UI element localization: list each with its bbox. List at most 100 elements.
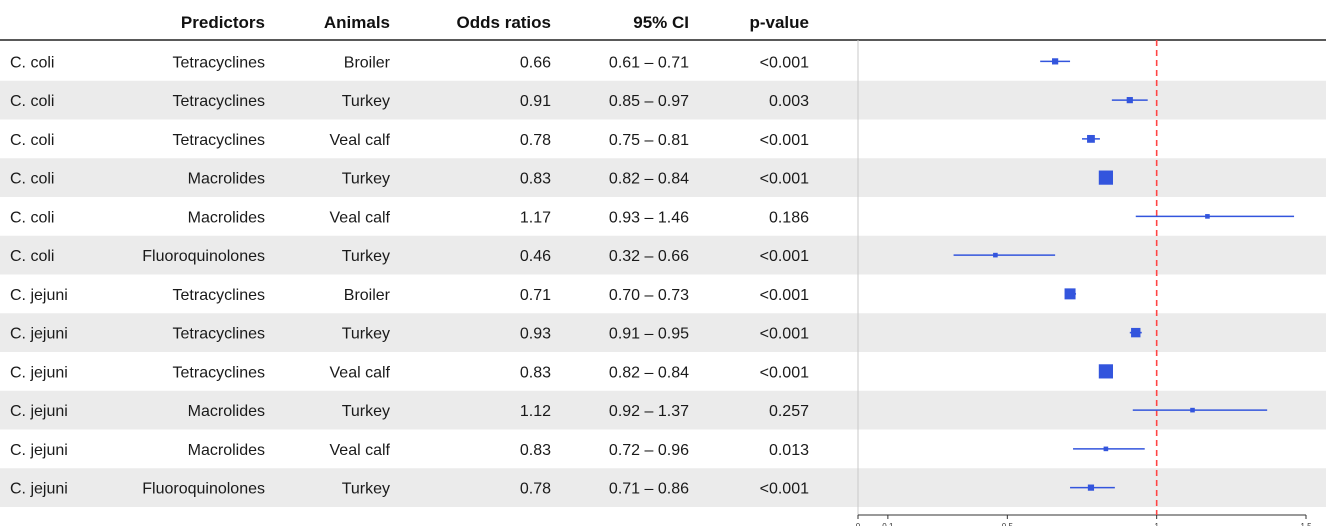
cell-species: C. jejuni <box>10 481 68 498</box>
table-header: Predictors Animals Odds ratios 95% CI p-valu… <box>181 13 809 32</box>
cell-p-value: 0.257 <box>769 403 809 420</box>
cell-odds-ratio: 0.78 <box>520 132 551 149</box>
cell-p-value: 0.013 <box>769 442 809 459</box>
cell-p-value: <0.001 <box>760 132 809 149</box>
cell-ci: 0.32 – 0.66 <box>609 248 689 265</box>
cell-species: C. coli <box>10 248 54 265</box>
odds-ratio-point <box>1205 214 1210 219</box>
row-stripe <box>0 235 1326 275</box>
cell-odds-ratio: 0.66 <box>520 54 551 71</box>
cell-animal: Broiler <box>344 287 391 304</box>
header-animals: Animals <box>324 13 390 32</box>
row-stripe <box>0 80 1326 120</box>
cell-animal: Turkey <box>342 248 390 265</box>
cell-animal: Turkey <box>342 326 390 343</box>
cell-predictor: Fluoroquinolones <box>142 248 265 265</box>
odds-ratio-point <box>1131 327 1141 338</box>
table-cells: C. coli Tetracyclines Broiler 0.66 0.61 – 0.… <box>10 54 809 497</box>
header-ci: 95% CI <box>633 13 689 32</box>
cell-ci: 0.72 – 0.96 <box>609 442 689 459</box>
cell-species: C. jejuni <box>10 287 68 304</box>
cell-p-value: <0.001 <box>760 364 809 381</box>
cell-ci: 0.82 – 0.84 <box>609 364 689 381</box>
cell-odds-ratio: 0.46 <box>520 248 551 265</box>
cell-animal: Broiler <box>344 54 391 71</box>
cell-predictor: Fluoroquinolones <box>142 481 265 498</box>
odds-ratio-point <box>1052 58 1059 65</box>
x-tick-label: 1.5 <box>1300 522 1312 526</box>
cell-animal: Turkey <box>342 93 390 110</box>
x-tick-label: 0.5 <box>1002 522 1014 526</box>
cell-predictor: Tetracyclines <box>173 93 265 110</box>
cell-predictor: Tetracyclines <box>173 287 265 304</box>
odds-ratio-point <box>1087 134 1095 143</box>
cell-odds-ratio: 0.91 <box>520 93 551 110</box>
cell-species: C. coli <box>10 171 54 188</box>
cell-species: C. jejuni <box>10 326 68 343</box>
header-p-value: p-value <box>749 13 809 32</box>
cell-predictor: Tetracyclines <box>173 326 265 343</box>
x-tick-label: 0 <box>856 522 861 526</box>
odds-ratio-point <box>993 252 998 258</box>
cell-animal: Veal calf <box>330 209 391 226</box>
odds-ratio-point <box>1098 170 1113 185</box>
cell-odds-ratio: 0.93 <box>520 326 551 343</box>
cell-odds-ratio: 0.83 <box>520 364 551 381</box>
cell-ci: 0.92 – 1.37 <box>609 403 689 420</box>
cell-p-value: <0.001 <box>760 248 809 265</box>
cell-species: C. coli <box>10 132 54 149</box>
cell-animal: Turkey <box>342 481 390 498</box>
cell-species: C. jejuni <box>10 364 68 381</box>
odds-ratio-point <box>1064 288 1076 300</box>
cell-odds-ratio: 1.17 <box>520 209 551 226</box>
cell-animal: Veal calf <box>330 442 391 459</box>
header-odds-ratios: Odds ratios <box>457 13 551 32</box>
cell-ci: 0.85 – 0.97 <box>609 93 689 110</box>
cell-predictor: Tetracyclines <box>173 364 265 381</box>
odds-ratio-point <box>1087 484 1095 491</box>
cell-animal: Veal calf <box>330 132 391 149</box>
cell-odds-ratio: 0.83 <box>520 442 551 459</box>
row-stripe <box>0 390 1326 430</box>
cell-species: C. coli <box>10 54 54 71</box>
cell-odds-ratio: 0.83 <box>520 171 551 188</box>
cell-predictor: Macrolides <box>188 442 265 459</box>
cell-p-value: 0.003 <box>769 93 809 110</box>
cell-species: C. coli <box>10 209 54 226</box>
cell-predictor: Macrolides <box>188 171 265 188</box>
odds-ratio-point <box>1190 407 1195 413</box>
cell-ci: 0.75 – 0.81 <box>609 132 689 149</box>
cell-p-value: <0.001 <box>760 171 809 188</box>
cell-predictor: Macrolides <box>188 403 265 420</box>
cell-animal: Turkey <box>342 171 390 188</box>
cell-ci: 0.70 – 0.73 <box>609 287 689 304</box>
cell-species: C. jejuni <box>10 403 68 420</box>
cell-p-value: <0.001 <box>760 326 809 343</box>
cell-animal: Turkey <box>342 403 390 420</box>
odds-ratio-point <box>1098 364 1113 379</box>
cell-ci: 0.61 – 0.71 <box>609 54 689 71</box>
cell-p-value: 0.186 <box>769 209 809 226</box>
cell-predictor: Tetracyclines <box>173 54 265 71</box>
cell-odds-ratio: 0.78 <box>520 481 551 498</box>
cell-p-value: <0.001 <box>760 287 809 304</box>
header-predictors: Predictors <box>181 13 265 32</box>
cell-ci: 0.93 – 1.46 <box>609 209 689 226</box>
odds-ratio-point <box>1103 446 1109 452</box>
cell-predictor: Macrolides <box>188 209 265 226</box>
cell-ci: 0.82 – 0.84 <box>609 171 689 188</box>
cell-ci: 0.71 – 0.86 <box>609 481 689 498</box>
cell-animal: Veal calf <box>330 364 391 381</box>
cell-species: C. coli <box>10 93 54 110</box>
plot-area: 0 0.1 0.5 1 1.5 <box>856 40 1312 526</box>
cell-ci: 0.91 – 0.95 <box>609 326 689 343</box>
row-stripe <box>0 313 1326 352</box>
cell-odds-ratio: 1.12 <box>520 403 551 420</box>
x-tick-label: 1 <box>1154 522 1159 526</box>
cell-p-value: <0.001 <box>760 481 809 498</box>
cell-p-value: <0.001 <box>760 54 809 71</box>
cell-odds-ratio: 0.71 <box>520 287 551 304</box>
cell-predictor: Tetracyclines <box>173 132 265 149</box>
cell-species: C. jejuni <box>10 442 68 459</box>
